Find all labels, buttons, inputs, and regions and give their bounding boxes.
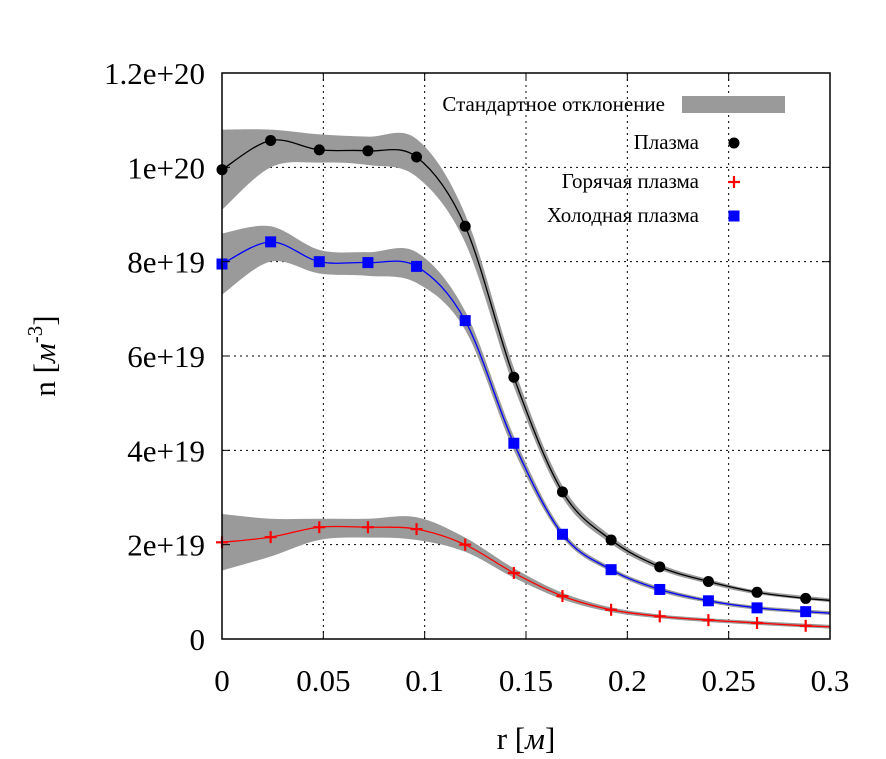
series-line-plasma (221, 139, 831, 601)
data-point-plasma (411, 151, 423, 163)
y-tick-label: 4e+19 (127, 433, 205, 468)
data-point-hot (751, 616, 764, 629)
x-axis-label: r [м] (497, 721, 556, 756)
x-tick-label: 0.05 (296, 663, 350, 698)
std-deviation-bands (222, 129, 830, 629)
data-point-hot (653, 610, 666, 623)
y-tick-label: 0 (190, 622, 206, 657)
y-tick-label: 2e+19 (127, 528, 205, 563)
data-point-cold (800, 606, 812, 618)
data-point-cold (362, 257, 374, 269)
x-tick-label: 0.3 (811, 663, 850, 698)
legend-marker-hot (728, 176, 740, 188)
data-point-plasma (362, 145, 374, 157)
data-point-hot (264, 531, 277, 544)
series-line-cold (221, 241, 831, 614)
legend-symbol-plasma (728, 137, 740, 149)
data-point-plasma (313, 144, 325, 156)
legend: Стандартное отклонение Плазма Горячая пл… (442, 92, 785, 227)
data-point-plasma (800, 592, 812, 604)
data-point-hot (605, 603, 618, 616)
legend-symbol-hot (728, 176, 740, 188)
data-point-plasma (459, 220, 471, 232)
legend-swatch-std (682, 96, 785, 113)
x-tick-label: 0.1 (405, 663, 444, 698)
legend-label-cold: Холодная плазма (547, 203, 700, 227)
data-point-cold (654, 583, 666, 595)
data-point-plasma (265, 134, 277, 146)
data-point-plasma (508, 371, 520, 383)
data-point-plasma (556, 486, 568, 498)
data-point-hot (799, 619, 812, 632)
grid-lines (222, 73, 830, 639)
legend-label-plasma: Плазма (634, 130, 700, 154)
data-point-cold (556, 528, 568, 540)
y-axis-label: n [м-3] (23, 315, 62, 396)
data-point-hot (507, 566, 520, 579)
data-point-cold (313, 256, 325, 268)
data-point-hot (410, 523, 423, 536)
y-tick-label: 1e+20 (127, 150, 205, 185)
data-point-plasma (751, 586, 763, 598)
axis-ticks: 0 0.05 0.1 0.15 0.2 0.25 0.3 0 2e+19 4e+19 6e+19 8e… (104, 56, 849, 698)
legend-label-std: Стандартное отклонение (442, 92, 665, 116)
data-point-cold (265, 236, 277, 248)
data-point-cold (605, 564, 617, 576)
data-point-plasma (605, 534, 617, 546)
data-point-hot (459, 538, 472, 551)
data-point-cold (702, 595, 714, 607)
data-point-plasma (702, 575, 714, 587)
legend-label-hot: Горячая плазма (562, 169, 700, 193)
data-point-cold (459, 315, 471, 327)
data-point-hot (702, 614, 715, 627)
legend-marker-cold (728, 210, 740, 222)
x-tick-label: 0.15 (499, 663, 553, 698)
y-tick-label: 1.2e+20 (104, 56, 205, 91)
data-point-hot (556, 590, 569, 603)
legend-symbol-cold (728, 210, 740, 222)
data-point-plasma (654, 561, 666, 573)
x-tick-label: 0.2 (608, 663, 647, 698)
legend-marker-plasma (728, 137, 740, 149)
std-band-hot (222, 514, 830, 629)
data-point-hot (313, 521, 326, 534)
y-tick-label: 8e+19 (127, 245, 205, 280)
data-point-hot (361, 521, 374, 534)
x-tick-label: 0 (214, 663, 230, 698)
data-point-cold (508, 437, 520, 449)
x-tick-label: 0.25 (702, 663, 756, 698)
data-point-cold (751, 602, 763, 614)
y-tick-label: 6e+19 (127, 339, 205, 374)
data-point-cold (411, 260, 423, 272)
